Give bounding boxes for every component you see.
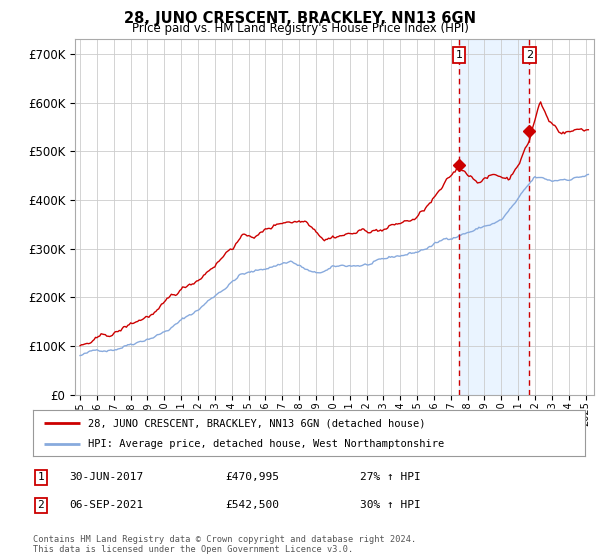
Text: 30-JUN-2017: 30-JUN-2017 [69,472,143,482]
Text: 2: 2 [526,50,533,60]
Text: Contains HM Land Registry data © Crown copyright and database right 2024.
This d: Contains HM Land Registry data © Crown c… [33,535,416,554]
Text: 30% ↑ HPI: 30% ↑ HPI [360,500,421,510]
Text: £542,500: £542,500 [225,500,279,510]
Text: 06-SEP-2021: 06-SEP-2021 [69,500,143,510]
Bar [459,39,529,395]
Text: 1: 1 [455,50,463,60]
Text: 28, JUNO CRESCENT, BRACKLEY, NN13 6GN (detached house): 28, JUNO CRESCENT, BRACKLEY, NN13 6GN (d… [88,418,426,428]
Text: 1: 1 [37,472,44,482]
Text: Price paid vs. HM Land Registry's House Price Index (HPI): Price paid vs. HM Land Registry's House … [131,22,469,35]
Text: 27% ↑ HPI: 27% ↑ HPI [360,472,421,482]
Text: 28, JUNO CRESCENT, BRACKLEY, NN13 6GN: 28, JUNO CRESCENT, BRACKLEY, NN13 6GN [124,11,476,26]
Text: 2: 2 [37,500,44,510]
Text: £470,995: £470,995 [225,472,279,482]
Text: HPI: Average price, detached house, West Northamptonshire: HPI: Average price, detached house, West… [88,440,445,450]
